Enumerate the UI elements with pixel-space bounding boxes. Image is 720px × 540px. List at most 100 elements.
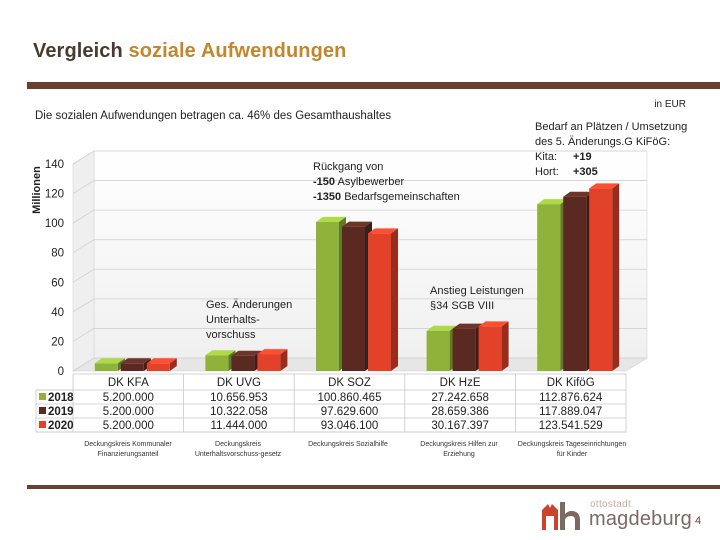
bar-front <box>120 363 144 371</box>
bar <box>342 221 372 371</box>
logo-text-magdeburg: magdeburg <box>589 508 692 530</box>
bar-top <box>368 228 398 234</box>
bar-top <box>452 323 483 329</box>
legend-swatch <box>39 393 46 400</box>
header-divider <box>27 82 720 89</box>
annotation-soz-line2: -150 Asylbewerber <box>313 175 460 190</box>
y-tick-label: 40 <box>51 307 64 319</box>
gridline <box>72 298 647 313</box>
annotation-hze-line2: §34 SGB VIII <box>430 300 495 312</box>
y-tick-label: 100 <box>45 218 64 230</box>
bar-top <box>316 216 346 222</box>
bar <box>537 199 568 371</box>
bar-side <box>391 228 398 371</box>
data-label: 117.889.047 <box>539 406 602 418</box>
category-label: DK KFA <box>108 377 149 389</box>
gridline <box>72 239 647 254</box>
bar-front <box>563 196 587 371</box>
annotation-kifog-line2: des 5. Änderungs.G KiFöG: <box>535 136 671 148</box>
annotation-soz-value2: -1350 <box>313 191 342 203</box>
data-label: 100.860.465 <box>318 392 382 404</box>
bar <box>478 321 509 371</box>
data-label: 5.200.000 <box>103 420 154 432</box>
bar-top <box>257 349 288 355</box>
bar-top <box>146 358 177 364</box>
bar-side <box>169 358 177 371</box>
bar <box>94 358 125 371</box>
annotation-kifog-kita-label: Kita: <box>535 151 558 163</box>
footer-divider <box>27 485 720 489</box>
annotation-kifog-hort: Hort: +305 <box>535 165 687 180</box>
annotation-kifog-hort-value: +305 <box>573 166 598 178</box>
bar-side <box>612 183 620 371</box>
bar <box>257 349 288 371</box>
bar-front <box>589 188 613 371</box>
bar-top <box>537 199 568 205</box>
page-number: 4 <box>695 515 702 527</box>
data-label: 97.629.600 <box>321 406 379 418</box>
annotation-soz-text1: Asylbewerber <box>335 176 405 188</box>
data-label: 5.200.000 <box>103 406 154 418</box>
legend-entry: 2020 <box>48 420 74 432</box>
bar <box>452 323 483 371</box>
description-kifog: Deckungskreis Tageseinrichtungen für Kin… <box>517 441 627 458</box>
data-label: 10.322.058 <box>210 406 268 418</box>
data-label: 93.046.100 <box>321 420 379 432</box>
y-tick-label: 80 <box>51 248 64 260</box>
bar-top <box>589 183 620 189</box>
annotation-soz-line1: Rückgang von <box>313 161 384 173</box>
bar <box>368 228 398 371</box>
annotation-hze-line1: Anstieg Leistungen <box>430 285 524 297</box>
y-axis-title: Millionen <box>31 166 43 214</box>
data-table-frame <box>72 373 627 433</box>
annotation-kifog: Bedarf an Plätzen / Umsetzung des 5. Änd… <box>535 120 687 180</box>
bar-top <box>478 321 509 327</box>
description-uvg: Deckungskreis Unterhaltsvorschuss-gesetz <box>194 441 282 458</box>
annotation-uvg-line1: Ges. Änderungen <box>206 299 293 311</box>
page-title-part1: Vergleich <box>33 40 129 62</box>
page-title: Vergleich soziale Aufwendungen <box>33 40 346 63</box>
bar-front <box>537 204 561 371</box>
legend-entry: 2019 <box>48 406 74 418</box>
bar-front <box>94 363 118 371</box>
magdeburg-logo-icon <box>542 502 580 530</box>
data-label: 27.242.658 <box>431 392 489 404</box>
y-tick-label: 140 <box>45 159 64 171</box>
bar-front <box>426 330 450 371</box>
legend-swatch <box>39 421 46 428</box>
description-kfa: Deckungskreis Kommunaler Finanzierungsan… <box>84 441 172 458</box>
legend-swatch <box>39 407 46 414</box>
data-label: 28.659.386 <box>431 406 489 418</box>
bar-front <box>342 226 365 371</box>
bar-side <box>501 321 509 371</box>
bar-front <box>146 363 170 371</box>
page-title-part2: soziale Aufwendungen <box>128 40 347 62</box>
gridline <box>72 209 647 224</box>
bar-top <box>563 191 594 197</box>
data-label: 10.656.953 <box>210 392 268 404</box>
bar <box>120 358 151 371</box>
bar-front <box>231 355 255 371</box>
annotation-uvg: Ges. Änderungen Unterhalts- vorschuss <box>206 298 292 343</box>
bar-front <box>316 221 339 371</box>
bar <box>231 350 262 371</box>
bar-top <box>426 325 457 331</box>
category-label: DK UVG <box>217 377 261 389</box>
unit-label: in EUR <box>654 99 686 110</box>
data-label: 112.876.624 <box>539 392 603 404</box>
bar-top <box>94 358 125 364</box>
annotation-soz-line3: -1350 Bedarfsgemeinschaften <box>313 190 460 205</box>
bar <box>146 358 177 371</box>
bar-front <box>205 355 229 371</box>
bar <box>589 183 620 371</box>
y-tick-label: 60 <box>51 277 64 289</box>
y-tick-label: 20 <box>51 336 64 348</box>
annotation-soz: Rückgang von -150 Asylbewerber -1350 Bed… <box>313 160 460 205</box>
slide-subtitle: Die sozialen Aufwendungen betragen ca. 4… <box>35 110 392 122</box>
annotation-soz-text2: Bedarfsgemeinschaften <box>341 191 460 203</box>
bar-top <box>205 350 236 356</box>
bar-front <box>368 233 391 371</box>
gridline <box>72 268 647 283</box>
annotation-kifog-line1: Bedarf an Plätzen / Umsetzung <box>535 121 688 133</box>
data-label: 123.541.529 <box>539 420 603 432</box>
